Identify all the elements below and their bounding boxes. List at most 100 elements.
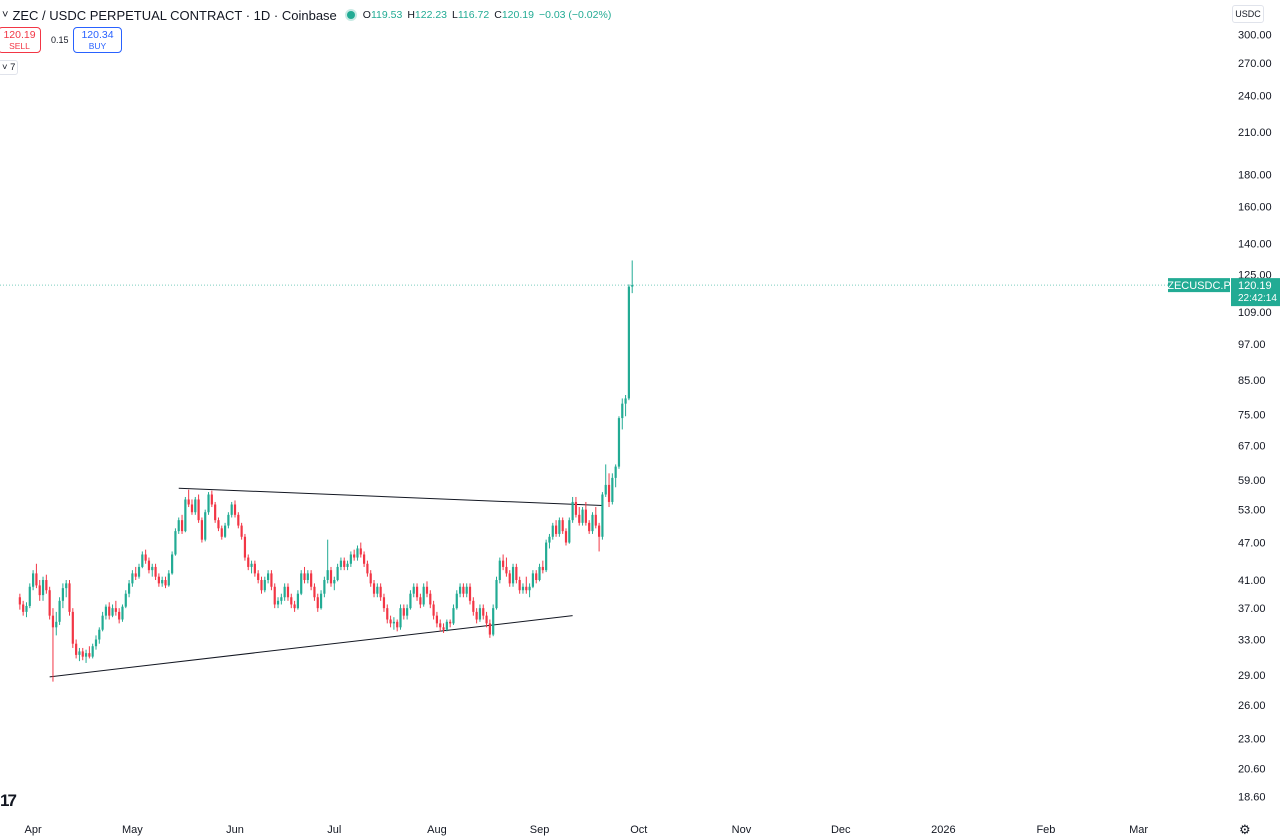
trendline[interactable]	[178, 487, 603, 507]
candle-body	[104, 606, 108, 616]
candle	[594, 507, 597, 529]
candle-body	[382, 597, 386, 609]
candle	[376, 583, 379, 598]
time-tick-label: Dec	[831, 824, 851, 836]
candle	[270, 570, 273, 591]
spread-value: 0.15	[51, 35, 69, 45]
candle	[353, 549, 356, 561]
price-tick-label: 53.00	[1238, 505, 1266, 517]
candle-body	[386, 608, 389, 620]
chevron-down-icon[interactable]: ˅	[2, 9, 9, 21]
buy-price: 120.34	[81, 29, 114, 41]
candle-body	[379, 586, 382, 598]
candle-body	[492, 608, 495, 635]
time-tick-label: Oct	[630, 824, 647, 836]
candle	[462, 583, 465, 598]
candle	[257, 570, 260, 584]
price-tick-label: 160.00	[1238, 202, 1272, 214]
candle-body	[227, 514, 230, 526]
sell-button[interactable]: 120.19 SELL	[0, 27, 41, 53]
candle-body	[154, 566, 157, 577]
candle	[382, 593, 386, 612]
candle	[333, 576, 336, 591]
ohlc-close-key: C	[494, 9, 502, 21]
currency-unit-button[interactable]: USDC	[1232, 5, 1264, 23]
candle-body	[41, 579, 45, 596]
candle-body	[343, 560, 346, 567]
candle	[584, 501, 587, 526]
candle	[366, 560, 369, 577]
trendline[interactable]	[49, 615, 573, 678]
ohlc-open-value: 119.53	[370, 9, 403, 21]
ohlc-high: H122.23	[407, 9, 447, 21]
candle-body	[253, 563, 256, 574]
candle-body	[465, 586, 468, 594]
candle	[386, 604, 389, 624]
candle-body	[571, 501, 574, 521]
candle	[412, 583, 415, 598]
candle-body	[541, 566, 544, 571]
candle-body	[233, 504, 237, 515]
candle-body	[190, 504, 194, 513]
price-axis[interactable]: 300.00 270.00 240.00 210.00 180.00 160.00 140.…	[1238, 29, 1272, 803]
candle-body	[462, 586, 465, 594]
buy-button[interactable]: 120.34 BUY	[73, 27, 122, 53]
candle-body	[101, 615, 104, 630]
candle	[396, 619, 399, 632]
ohlc-high-key: H	[407, 9, 415, 21]
chart-header: ˅ ZEC / USDC PERPETUAL CONTRACT · 1D · C…	[0, 6, 611, 24]
candle-body	[127, 583, 131, 594]
candle	[439, 619, 442, 632]
candle	[588, 520, 591, 534]
candle	[55, 611, 58, 636]
candle	[627, 284, 630, 401]
candle-body	[432, 604, 435, 616]
candle-body	[167, 573, 170, 586]
candle-body	[508, 573, 511, 584]
indicators-toggle[interactable]: ˅ 7	[0, 60, 18, 75]
candle	[339, 557, 343, 571]
candle	[561, 517, 564, 534]
candle	[369, 570, 372, 587]
candle-body	[588, 522, 591, 532]
candle-body	[124, 593, 127, 607]
price-change: −0.03 (−0.02%)	[538, 9, 612, 21]
candle-body	[518, 579, 521, 591]
candle	[389, 615, 392, 628]
price-tick-label: 41.00	[1238, 575, 1266, 587]
candle	[521, 583, 525, 594]
candle	[607, 473, 611, 508]
market-status-icon[interactable]	[346, 11, 355, 19]
price-tick-label: 270.00	[1238, 58, 1272, 70]
buy-label: BUY	[88, 41, 107, 51]
tradingview-logo-icon[interactable]: 17	[0, 791, 17, 810]
candle-body	[197, 499, 200, 521]
price-tick-label: 97.00	[1238, 339, 1266, 351]
candle	[240, 522, 243, 540]
price-tick-label: 47.00	[1238, 538, 1266, 550]
candle-body	[147, 560, 151, 571]
candle-body	[250, 563, 253, 567]
candle	[114, 600, 117, 616]
candle-body	[316, 597, 319, 609]
candle	[525, 576, 528, 594]
candle-body	[376, 586, 379, 594]
candle-body	[598, 525, 601, 537]
symbol-title[interactable]: ZEC / USDC PERPETUAL CONTRACT · 1D · Coi…	[12, 7, 337, 23]
candle-body	[91, 646, 94, 657]
candle-body	[458, 586, 462, 594]
time-axis[interactable]: Apr May Jun Jul Aug Sep Oct Nov Dec 2026 Feb Mar	[25, 824, 1149, 836]
trendline-layer[interactable]	[49, 487, 603, 678]
candle	[111, 604, 114, 618]
candle-body	[71, 611, 74, 644]
candle	[475, 608, 478, 624]
candle-body	[558, 520, 561, 534]
candle-body	[45, 579, 48, 591]
gear-icon[interactable]: ⚙	[1239, 822, 1251, 837]
candle-body	[243, 536, 247, 558]
ohlc-close-value: 120.19	[501, 9, 534, 21]
candle-body	[607, 484, 611, 502]
candle	[51, 608, 55, 682]
candle-body	[267, 573, 270, 580]
